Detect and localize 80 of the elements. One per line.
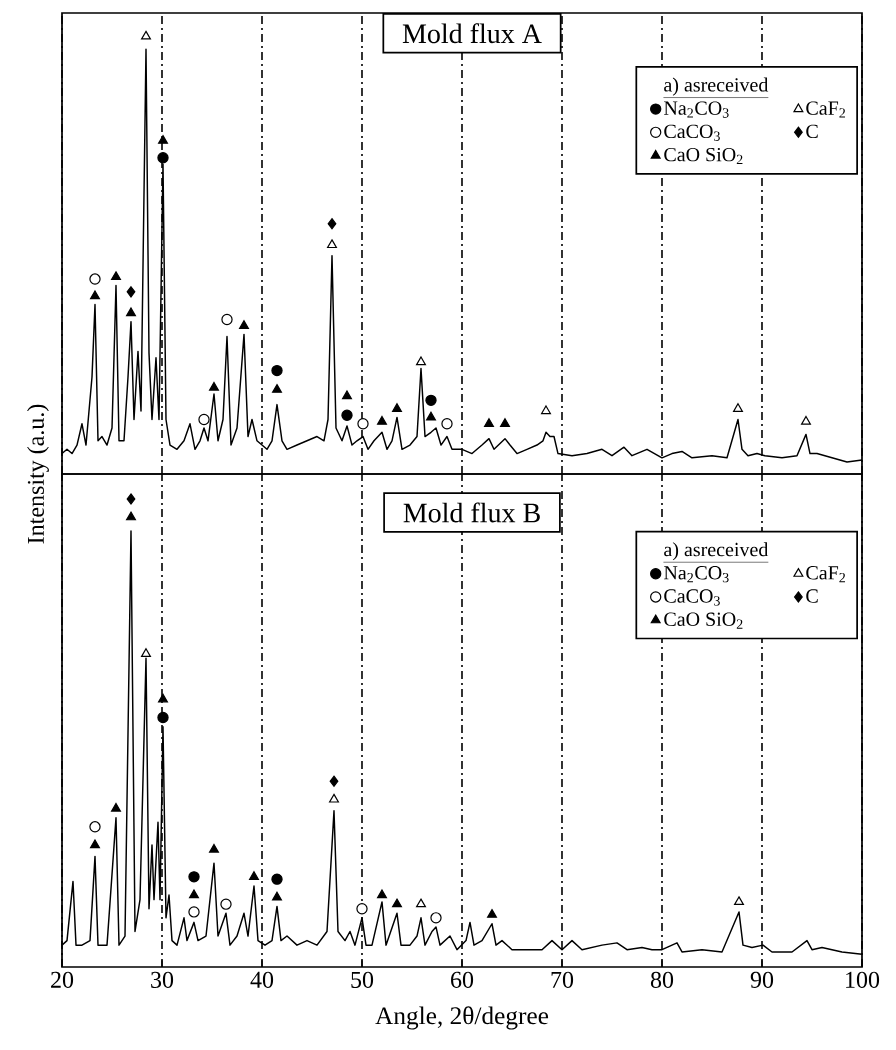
x-tick-label: 50 (351, 971, 374, 988)
point (441, 418, 453, 430)
legend-label: C (806, 589, 818, 603)
point (271, 364, 283, 377)
point (198, 413, 210, 426)
point (89, 273, 101, 285)
y-axis-title: Intensity (a.u.) (27, 404, 49, 544)
x-axis-title: Angle, 2θ/degree (375, 1006, 549, 1030)
point (733, 403, 743, 412)
point (416, 898, 426, 908)
legend-title: a) asreceived (664, 542, 769, 561)
point (487, 908, 497, 918)
point (327, 218, 337, 230)
point (239, 320, 249, 329)
x-tick-label: 90 (750, 971, 774, 988)
point (484, 418, 494, 427)
x-tick-label: 60 (451, 971, 474, 988)
chart-title: Mold flux B (403, 502, 540, 523)
point (220, 898, 232, 910)
point (801, 415, 811, 425)
legend-label: CaF$_{2}$ (806, 101, 846, 118)
legend-label: CaCO$_{3}$ (664, 124, 720, 141)
point (426, 411, 436, 421)
point (209, 381, 219, 391)
point (141, 30, 151, 40)
point (272, 384, 282, 393)
point (189, 889, 199, 899)
legend-label: Na$_{2}$CO$_{3}$ (664, 566, 729, 583)
legend-label: C (806, 124, 818, 139)
point (329, 775, 339, 787)
point (341, 409, 353, 421)
point (221, 313, 233, 326)
point (327, 239, 337, 249)
legend-label: Na$_{2}$CO$_{3}$ (664, 101, 729, 118)
point (126, 511, 136, 521)
point (90, 290, 100, 300)
point (249, 871, 259, 880)
legend-label: CaF$_{2}$ (806, 566, 846, 583)
point (188, 906, 200, 918)
point (157, 711, 169, 724)
point (377, 889, 387, 899)
x-tick-label: 80 (650, 971, 674, 988)
point (271, 873, 283, 885)
point (329, 793, 339, 803)
point (392, 898, 402, 908)
point (500, 418, 510, 427)
point (188, 871, 200, 883)
legend-label: CaO SiO$_{2}$ (664, 147, 743, 165)
point (734, 896, 744, 906)
point (126, 493, 136, 505)
x-tick-label: 20 (51, 971, 74, 988)
point (272, 891, 282, 901)
point (541, 405, 551, 415)
point (158, 693, 168, 703)
point (209, 843, 219, 853)
x-tick-label: 70 (551, 971, 574, 988)
point (430, 912, 442, 924)
legend-label: CaCO$_{3}$ (664, 589, 720, 606)
point (126, 307, 136, 317)
point (90, 839, 100, 849)
point (416, 356, 426, 366)
point (89, 821, 101, 833)
point (342, 390, 352, 400)
chart-title: Mold flux A (402, 23, 542, 44)
legend-label: CaO SiO$_{2}$ (664, 612, 743, 629)
point (425, 394, 437, 407)
legend-title: a) asreceived (664, 77, 769, 96)
point (111, 802, 121, 812)
point (357, 418, 369, 430)
point (158, 135, 168, 144)
point (157, 152, 169, 164)
point (111, 271, 121, 281)
x-tick-label: 40 (250, 971, 274, 988)
point (141, 648, 151, 657)
point (392, 403, 402, 412)
point (126, 286, 136, 298)
point (377, 415, 387, 425)
x-tick-label: 30 (151, 971, 174, 988)
x-tick-label: 100 (846, 971, 880, 988)
point (356, 903, 368, 915)
